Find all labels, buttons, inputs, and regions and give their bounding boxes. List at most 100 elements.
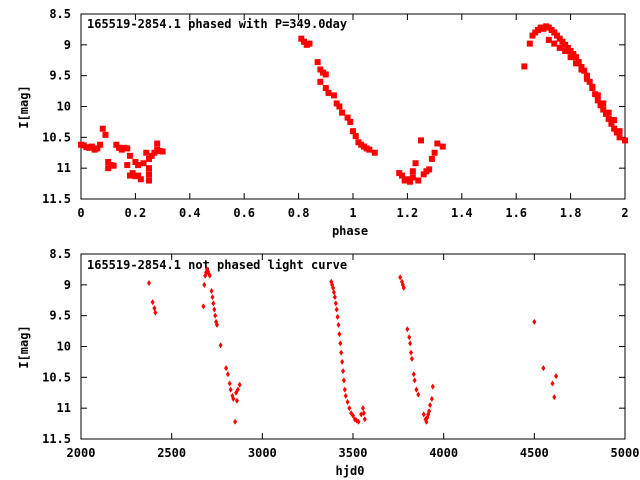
data-point xyxy=(110,162,117,169)
data-point xyxy=(153,309,158,316)
data-point xyxy=(356,418,361,425)
data-point xyxy=(146,177,152,184)
data-point xyxy=(124,162,131,169)
data-point xyxy=(325,89,332,96)
data-point xyxy=(99,125,106,132)
data-point xyxy=(331,289,336,296)
data-point xyxy=(210,294,215,301)
data-point xyxy=(564,44,571,51)
data-point xyxy=(135,162,142,169)
data-point xyxy=(541,365,546,372)
data-point xyxy=(407,334,412,341)
data-point xyxy=(228,386,233,393)
x-tick-label: 4000 xyxy=(429,446,458,460)
x-tick-label: 1 xyxy=(349,206,356,220)
x-tick-label: 2500 xyxy=(157,446,186,460)
data-point xyxy=(405,326,410,333)
data-point xyxy=(147,279,151,286)
data-point xyxy=(340,358,345,365)
data-point xyxy=(545,36,552,43)
data-point xyxy=(146,171,152,178)
data-point xyxy=(341,368,346,375)
data-point xyxy=(352,133,359,140)
data-point xyxy=(213,312,218,319)
data-point xyxy=(347,118,354,125)
data-point xyxy=(105,159,112,165)
x-axis-label: hjd0 xyxy=(336,464,365,478)
plot-frame xyxy=(80,13,626,200)
data-point xyxy=(209,288,214,294)
data-point xyxy=(317,66,324,73)
chart-title: 165519-2854.1 phased with P=349.0day xyxy=(87,17,347,31)
data-point xyxy=(412,377,417,384)
data-point xyxy=(330,92,337,99)
x-tick-label: 1.6 xyxy=(505,206,527,220)
data-point xyxy=(333,300,338,307)
data-point xyxy=(411,371,416,378)
axis-ticks: 2000 2500 3000 3500 4000 4500 5000 8.5 9 9.5 10 10.… xyxy=(42,247,639,460)
data-point xyxy=(428,155,435,162)
data-point xyxy=(148,152,155,159)
data-point xyxy=(415,177,422,184)
data-point xyxy=(140,160,147,167)
data-point xyxy=(234,397,239,404)
data-point xyxy=(616,134,623,141)
data-point xyxy=(97,141,104,148)
data-point xyxy=(559,38,566,45)
data-point xyxy=(556,44,563,51)
data-point xyxy=(583,75,590,82)
y-tick-label: 9.5 xyxy=(49,309,71,323)
data-point xyxy=(418,137,424,144)
data-point xyxy=(431,149,438,156)
data-point xyxy=(338,340,343,347)
data-point xyxy=(554,32,560,39)
data-point xyxy=(426,166,433,173)
data-point xyxy=(126,152,133,159)
data-point xyxy=(409,174,416,181)
data-point xyxy=(218,342,223,349)
x-tick-label: 4500 xyxy=(520,446,549,460)
data-point xyxy=(345,399,350,405)
data-point xyxy=(430,383,435,390)
data-point xyxy=(362,416,367,423)
data-point xyxy=(124,145,131,152)
data-point xyxy=(337,331,342,338)
data-point xyxy=(562,41,569,48)
x-tick-label: 0 xyxy=(77,206,84,220)
data-point xyxy=(212,306,217,313)
data-point xyxy=(398,274,403,281)
y-tick-label: 10.5 xyxy=(42,370,71,384)
data-points xyxy=(147,266,559,425)
y-tick-label: 11.5 xyxy=(42,192,71,206)
data-point xyxy=(336,103,343,110)
x-tick-label: 1.8 xyxy=(560,206,582,220)
data-point xyxy=(562,48,569,54)
x-tick-label: 0.8 xyxy=(288,206,310,220)
y-tick-label: 11 xyxy=(57,401,71,415)
data-point xyxy=(594,92,601,99)
x-tick-label: 1.4 xyxy=(451,206,473,220)
data-point xyxy=(371,149,378,156)
y-axis-label: I[mag] xyxy=(17,325,31,368)
data-point xyxy=(143,149,150,156)
data-point xyxy=(414,386,419,393)
data-point xyxy=(235,386,240,393)
data-point xyxy=(412,160,419,167)
data-point xyxy=(113,141,120,148)
data-point xyxy=(583,72,590,79)
data-point xyxy=(237,381,242,388)
y-tick-label: 11.5 xyxy=(42,432,71,446)
data-point xyxy=(201,303,206,310)
data-point xyxy=(416,391,421,398)
data-point xyxy=(351,412,355,419)
data-point xyxy=(611,117,618,124)
axis-ticks: 0 0.2 0.4 0.6 0.8 1 1.2 1.4 1.6 1.8 2 8.5 9 9.5 10 10.5… xyxy=(42,7,629,220)
x-axis-label: phase xyxy=(332,224,368,238)
data-point xyxy=(608,120,615,127)
data-point xyxy=(150,299,155,306)
data-point xyxy=(231,395,236,402)
data-point xyxy=(573,54,580,61)
data-point xyxy=(586,78,593,85)
x-tick-label: 0.2 xyxy=(125,206,147,220)
data-point xyxy=(434,140,441,147)
